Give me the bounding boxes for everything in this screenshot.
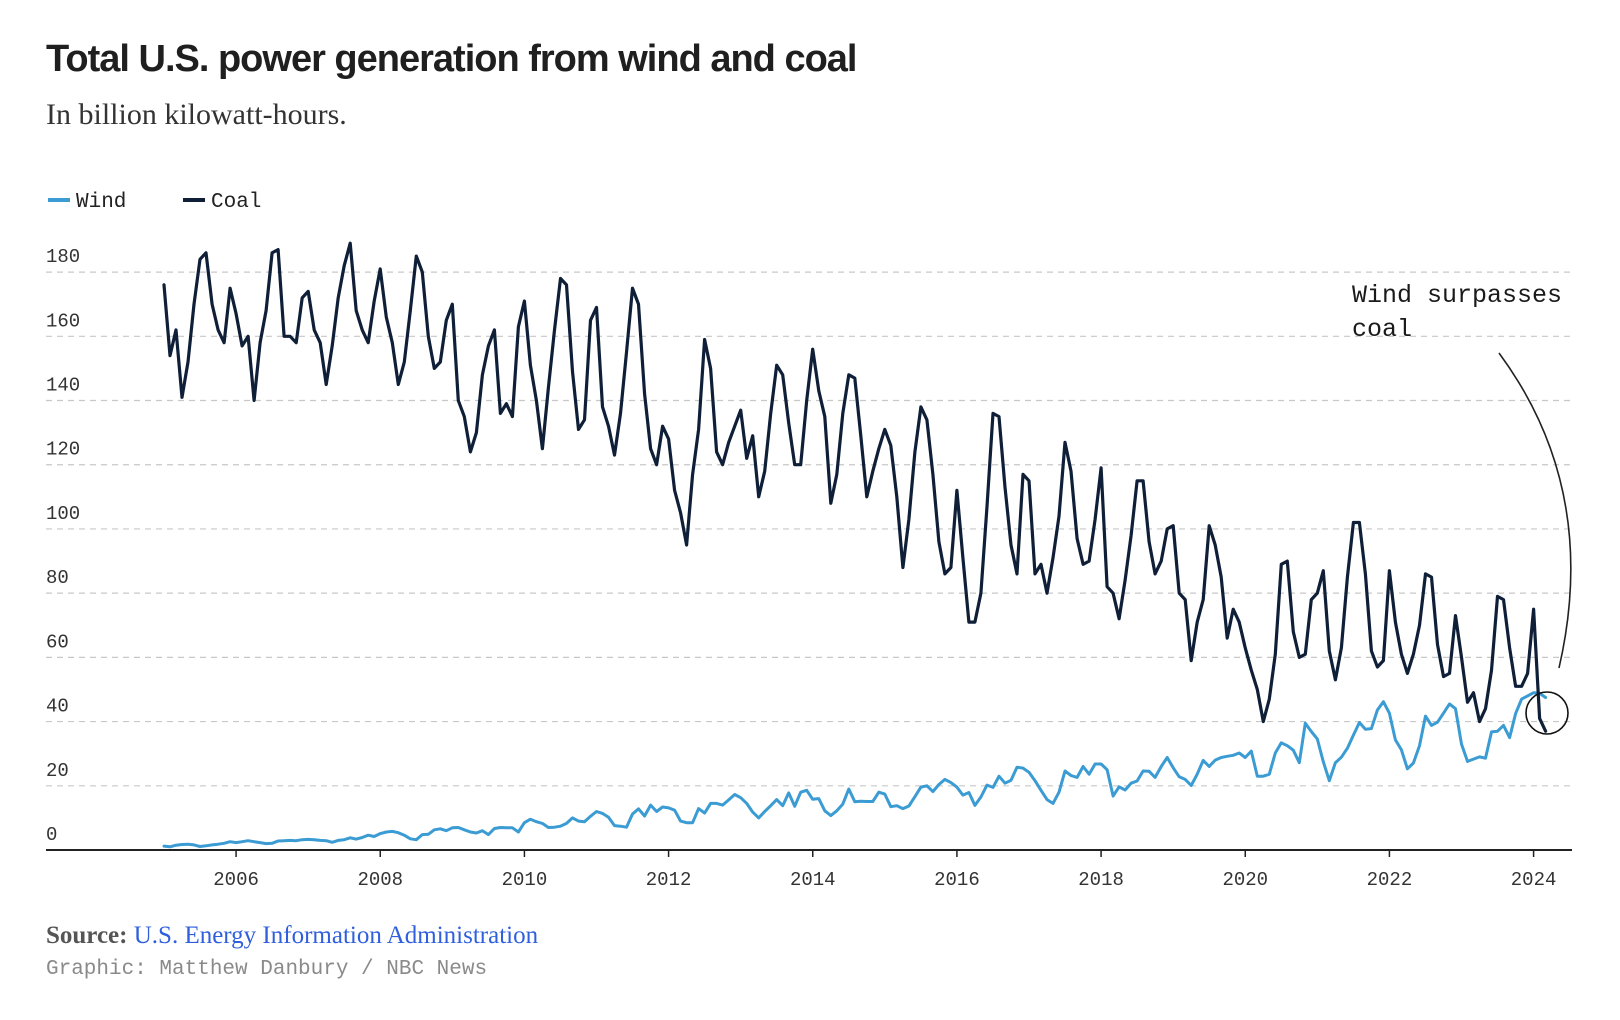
y-tick-label-120: 120 — [46, 439, 80, 461]
y-tick-label-180: 180 — [46, 246, 80, 268]
y-gridlines — [46, 271, 1572, 787]
x-tick-label-2012: 2012 — [646, 869, 692, 891]
y-tick-label-60: 60 — [46, 631, 69, 653]
y-tick-label-0: 0 — [46, 824, 57, 846]
y-tick-label-40: 40 — [46, 696, 69, 718]
y-tick-label-80: 80 — [46, 567, 69, 589]
legend: Wind Coal — [48, 191, 261, 214]
y-tick-label-140: 140 — [46, 375, 80, 397]
y-tick-label-20: 20 — [46, 760, 69, 782]
legend-label-coal: Coal — [211, 191, 261, 214]
y-tick-label-160: 160 — [46, 310, 80, 332]
x-tick-label-2006: 2006 — [213, 869, 259, 891]
x-tick-label-2010: 2010 — [502, 869, 548, 891]
x-tick-label-2014: 2014 — [790, 869, 836, 891]
x-tick-label-2024: 2024 — [1511, 869, 1557, 891]
chart-title: Total U.S. power generation from wind an… — [46, 38, 857, 80]
x-tick-label-2008: 2008 — [357, 869, 403, 891]
y-axis-ticks: 0 20 40 60 80 100 120 140 160 180 — [46, 246, 80, 846]
series-line-wind — [162, 691, 1548, 849]
source-label: Source: — [46, 922, 128, 949]
legend-label-wind: Wind — [76, 191, 126, 214]
graphic-credit: Graphic: Matthew Danbury / NBC News — [46, 958, 488, 981]
x-tick-label-2016: 2016 — [934, 869, 980, 891]
x-tick-label-2020: 2020 — [1222, 869, 1268, 891]
y-tick-label-100: 100 — [46, 503, 80, 525]
annotation-text-line1: Wind surpasses — [1352, 281, 1562, 310]
series-line-coal — [162, 241, 1548, 733]
annotation-arrow — [1498, 352, 1572, 669]
chart-subtitle: In billion kilowatt-hours. — [46, 98, 347, 131]
series-lines — [162, 241, 1548, 849]
annotation-text-line2: coal — [1352, 315, 1412, 344]
annotation-circle — [1525, 691, 1569, 735]
annotation: Wind surpasses coal — [1352, 281, 1572, 735]
x-tick-label-2018: 2018 — [1078, 869, 1124, 891]
source-link[interactable]: U.S. Energy Information Administration — [133, 922, 539, 949]
source-line: Source: U.S. Energy Information Administ… — [46, 922, 538, 950]
x-tick-label-2022: 2022 — [1367, 869, 1413, 891]
x-axis: 2006 2008 2010 2012 2014 2016 2018 2020 2022 2024 — [46, 849, 1572, 891]
